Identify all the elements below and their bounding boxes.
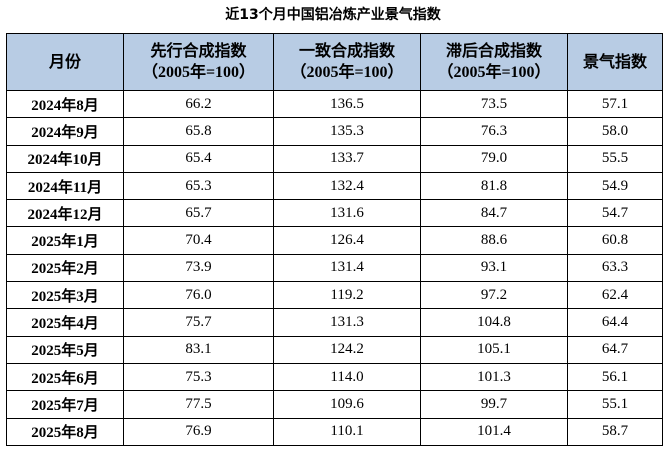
cell-month: 2025年6月 [6,362,124,392]
table-row: 2024年11月 65.3 132.4 81.8 54.9 [6,171,663,201]
cell-lagging: 81.8 [420,171,568,201]
cell-month: 2024年10月 [6,144,124,173]
index-table: 月份 先行合成指数 （2005年=100） 一致合成指数 （2005年=100）… [6,33,663,446]
cell-month: 2025年2月 [6,253,124,283]
table-row: 2024年12月 65.7 131.6 84.7 54.7 [6,199,663,228]
cell-coincident: 136.5 [273,89,421,119]
table-body: 2024年8月 66.2 136.5 73.5 57.1 2024年9月 65.8 135.3… [6,89,663,446]
cell-leading: 77.5 [123,390,274,419]
cell-leading: 75.7 [123,308,274,337]
header-coincident-name: 一致合成指数 [298,41,395,60]
cell-coincident: 131.6 [273,199,421,228]
table-row: 2025年1月 70.4 126.4 88.6 60.8 [6,226,663,255]
header-month: 月份 [6,33,124,91]
header-leading-base: （2005年=100） [141,64,256,81]
cell-lagging: 104.8 [420,308,568,337]
cell-leading: 76.0 [123,281,274,310]
cell-coincident: 135.3 [273,117,421,146]
header-lagging: 滞后合成指数 （2005年=100） [420,33,568,91]
table-row: 2025年8月 76.9 110.1 101.4 58.7 [6,417,663,446]
cell-prosperity: 55.5 [567,144,663,173]
table-row: 2024年10月 65.4 133.7 79.0 55.5 [6,144,663,173]
table-title: 近13个月中国铝冶炼产业景气指数 [225,7,441,23]
cell-lagging: 73.5 [420,89,568,119]
cell-coincident: 114.0 [273,362,421,392]
cell-month: 2025年1月 [6,226,124,255]
cell-lagging: 79.0 [420,144,568,173]
cell-leading: 66.2 [123,89,274,119]
header-coincident-base: （2005年=100） [290,64,404,81]
header-leading: 先行合成指数 （2005年=100） [123,33,274,91]
cell-coincident: 109.6 [273,390,421,419]
cell-leading: 73.9 [123,253,274,283]
cell-prosperity: 60.8 [567,226,663,255]
cell-month: 2025年8月 [6,417,124,446]
cell-month: 2025年5月 [6,335,124,364]
header-row: 月份 先行合成指数 （2005年=100） 一致合成指数 （2005年=100）… [6,33,663,91]
cell-month: 2025年3月 [6,281,124,310]
cell-prosperity: 58.0 [567,117,663,146]
cell-month: 2024年11月 [6,171,124,201]
cell-prosperity: 64.4 [567,308,663,337]
table-row: 2025年6月 75.3 114.0 101.3 56.1 [6,362,663,392]
cell-lagging: 93.1 [420,253,568,283]
table-row: 2025年4月 75.7 131.3 104.8 64.4 [6,308,663,337]
cell-leading: 65.3 [123,171,274,201]
cell-leading: 65.4 [123,144,274,173]
cell-lagging: 84.7 [420,199,568,228]
cell-prosperity: 57.1 [567,89,663,119]
cell-leading: 70.4 [123,226,274,255]
cell-coincident: 131.3 [273,308,421,337]
header-lagging-base: （2005年=100） [437,64,551,81]
cell-lagging: 97.2 [420,281,568,310]
table-row: 2024年9月 65.8 135.3 76.3 58.0 [6,117,663,146]
cell-prosperity: 64.7 [567,335,663,364]
header-coincident: 一致合成指数 （2005年=100） [273,33,421,91]
cell-lagging: 88.6 [420,226,568,255]
cell-leading: 75.3 [123,362,274,392]
table-row: 2025年7月 77.5 109.6 99.7 55.1 [6,390,663,419]
table-row: 2025年5月 83.1 124.2 105.1 64.7 [6,335,663,364]
cell-leading: 65.7 [123,199,274,228]
cell-month: 2025年7月 [6,390,124,419]
cell-month: 2025年4月 [6,308,124,337]
cell-coincident: 133.7 [273,144,421,173]
cell-prosperity: 55.1 [567,390,663,419]
cell-coincident: 110.1 [273,417,421,446]
cell-prosperity: 54.7 [567,199,663,228]
cell-lagging: 99.7 [420,390,568,419]
cell-leading: 65.8 [123,117,274,146]
cell-lagging: 105.1 [420,335,568,364]
table-row: 2025年3月 76.0 119.2 97.2 62.4 [6,281,663,310]
cell-month: 2024年8月 [6,89,124,119]
cell-leading: 83.1 [123,335,274,364]
cell-coincident: 119.2 [273,281,421,310]
header-prosperity: 景气指数 [567,33,663,91]
table-row: 2025年2月 73.9 131.4 93.1 63.3 [6,253,663,283]
table-row: 2024年8月 66.2 136.5 73.5 57.1 [6,89,663,119]
cell-lagging: 76.3 [420,117,568,146]
cell-prosperity: 62.4 [567,281,663,310]
cell-prosperity: 63.3 [567,253,663,283]
cell-prosperity: 56.1 [567,362,663,392]
cell-lagging: 101.3 [420,362,568,392]
cell-lagging: 101.4 [420,417,568,446]
cell-coincident: 126.4 [273,226,421,255]
cell-prosperity: 54.9 [567,171,663,201]
cell-leading: 76.9 [123,417,274,446]
cell-coincident: 131.4 [273,253,421,283]
header-lagging-name: 滞后合成指数 [445,41,542,60]
cell-month: 2024年12月 [6,199,124,228]
cell-coincident: 124.2 [273,335,421,364]
cell-month: 2024年9月 [6,117,124,146]
cell-coincident: 132.4 [273,171,421,201]
cell-prosperity: 58.7 [567,417,663,446]
header-leading-name: 先行合成指数 [150,41,247,60]
